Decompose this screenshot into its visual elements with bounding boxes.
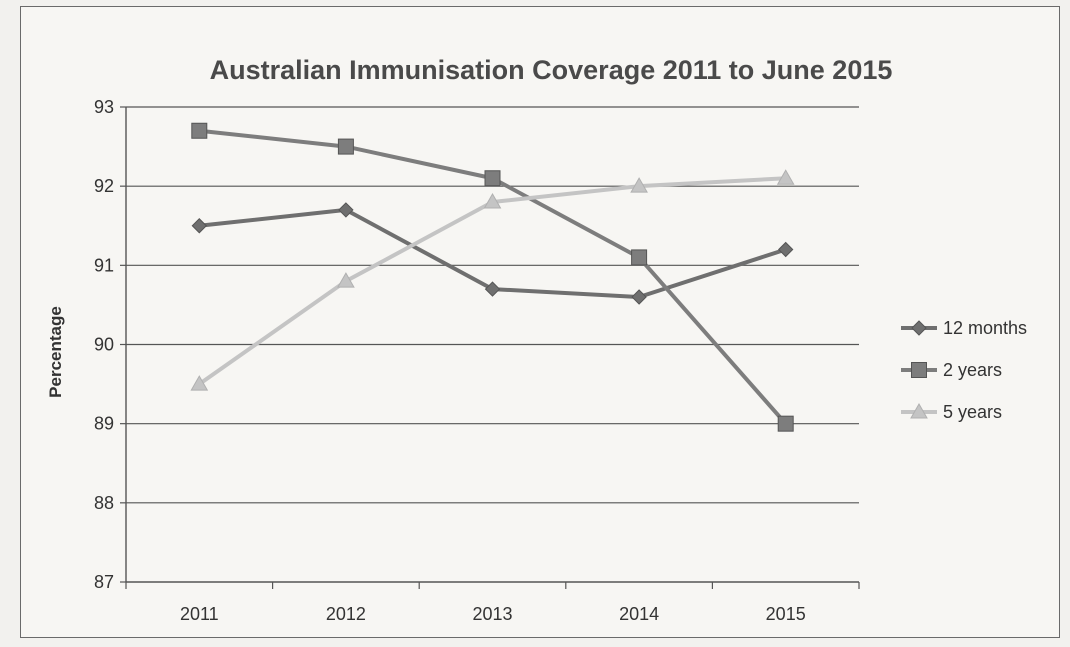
data-point-2-years	[337, 138, 354, 155]
data-point-12-months	[191, 218, 208, 234]
legend-marker-12-months	[911, 320, 927, 336]
line-chart: Australian Immunisation Coverage 2011 to…	[46, 55, 1027, 624]
x-tick-label: 2015	[766, 604, 806, 624]
data-point-2-years	[191, 122, 208, 139]
chart-frame: Australian Immunisation Coverage 2011 to…	[20, 6, 1060, 638]
data-point-5-years	[483, 192, 502, 209]
data-point-12-months	[777, 241, 794, 258]
data-point-5-years	[190, 375, 209, 391]
x-tick-label: 2012	[326, 604, 366, 624]
y-tick-label: 93	[94, 97, 114, 117]
y-tick-label: 91	[94, 255, 114, 275]
data-point-12-months	[338, 202, 354, 218]
y-axis-label: Percentage	[46, 306, 65, 398]
chart-title: Australian Immunisation Coverage 2011 to…	[210, 55, 893, 85]
y-tick-label: 88	[94, 493, 114, 513]
y-tick-label: 92	[94, 176, 114, 196]
x-tick-label: 2011	[180, 604, 219, 624]
x-tick-label: 2013	[472, 604, 512, 624]
data-point-2-years	[777, 415, 794, 432]
series-lines	[190, 122, 795, 432]
legend-label-5-years: 5 years	[943, 402, 1002, 422]
data-point-5-years	[337, 272, 355, 288]
y-tick-label: 89	[94, 414, 114, 434]
axes: 87 88 89 90 91 92 93 2011 2012 2013 2014 2015	[94, 97, 860, 624]
legend: 12 months 2 years 5 years	[901, 318, 1027, 422]
data-point-12-months	[631, 289, 647, 305]
gridlines	[126, 106, 859, 504]
legend-label-12-months: 12 months	[943, 318, 1027, 338]
legend-label-2-years: 2 years	[943, 360, 1002, 380]
legend-marker-2-years	[911, 362, 927, 378]
data-point-5-years	[630, 177, 648, 193]
data-point-2-years	[484, 170, 501, 187]
data-point-12-months	[484, 281, 501, 297]
data-point-2-years	[631, 249, 648, 266]
legend-marker-5-years	[910, 402, 928, 419]
y-tick-label: 87	[94, 572, 114, 592]
series-line-5-years	[198, 176, 786, 386]
y-tick-label: 90	[94, 335, 114, 355]
x-tick-label: 2014	[619, 604, 659, 624]
data-point-5-years	[776, 169, 795, 185]
